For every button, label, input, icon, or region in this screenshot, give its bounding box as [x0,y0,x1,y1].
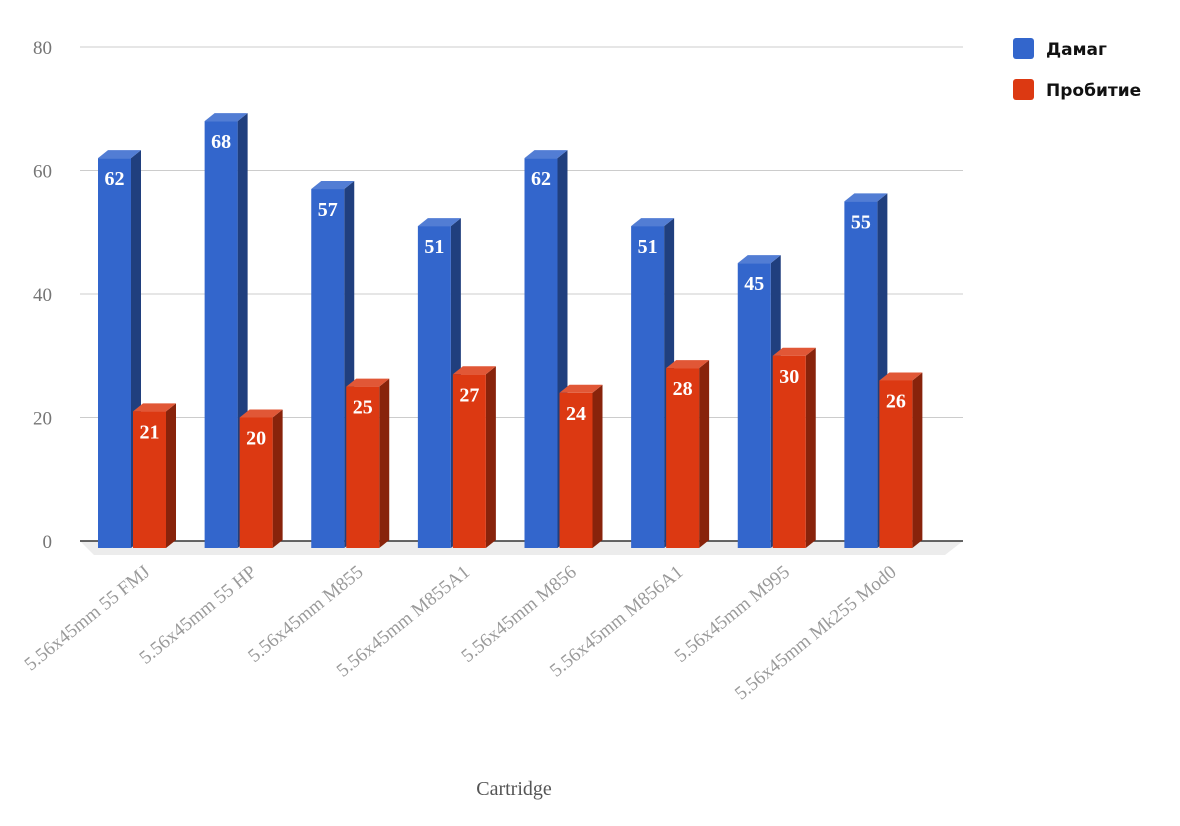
data-label: 25 [353,397,373,419]
data-label: 68 [211,131,231,153]
y-tick-label: 80 [33,38,52,59]
bar-penetration [879,372,923,548]
bar-damage [204,113,248,548]
data-label: 24 [566,403,586,425]
legend-swatch [1013,38,1034,59]
data-label: 27 [459,384,479,406]
bar-penetration [346,378,390,548]
legend-swatch [1013,79,1034,100]
y-axis: 0 20 40 60 80 [33,38,52,553]
bar-penetration [666,360,710,548]
bars: 62 21 68 20 57 25 51 27 62 24 51 28 45 30 55 26 [98,113,923,548]
data-label: 62 [105,168,125,190]
x-tick-label: 5.56x45mm 55 FMJ [21,562,154,676]
data-label: 21 [140,421,160,443]
bar-penetration [559,384,603,548]
data-label: 62 [531,168,551,190]
bar-damage [524,150,568,548]
data-label: 26 [886,390,906,412]
x-tick-label: 5.56x45mm 55 HP [136,562,261,669]
y-tick-label: 20 [33,409,52,430]
data-label: 30 [779,366,799,388]
bar-damage [98,150,141,548]
data-label: 51 [424,236,444,258]
data-label: 51 [638,236,658,258]
bar-penetration [133,403,176,548]
data-label: 55 [851,211,871,233]
bar-penetration [772,347,816,548]
legend-label: Пробитие [1046,81,1141,101]
data-label: 57 [318,199,338,221]
legend-label: Дамаг [1046,40,1107,60]
y-tick-label: 40 [33,285,52,306]
legend: Дамаг Пробитие [1013,38,1141,101]
y-tick-label: 60 [33,162,52,183]
bar-damage [844,193,888,548]
y-tick-label: 0 [43,532,53,553]
data-label: 28 [673,378,693,400]
data-label: 45 [744,273,764,295]
data-label: 20 [246,428,266,450]
bar-penetration [239,409,283,548]
x-axis-title: Cartridge [476,778,552,800]
bar-penetration [452,366,496,548]
